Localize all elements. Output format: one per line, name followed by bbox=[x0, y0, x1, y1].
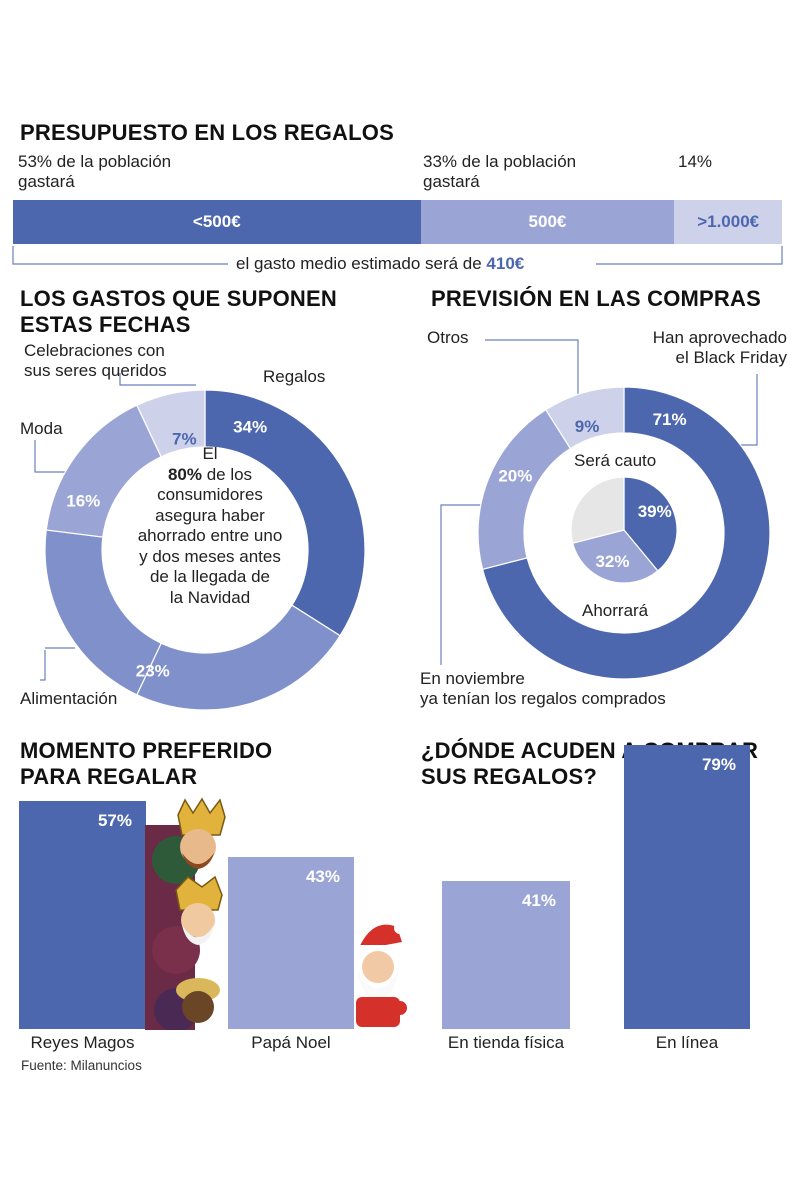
budget-bracket bbox=[12, 246, 783, 265]
source-note: Fuente: Milanuncios bbox=[21, 1058, 142, 1073]
spending-label-1: 34% bbox=[233, 417, 267, 436]
budget-pop1-label: 53% de la población gastará bbox=[18, 152, 172, 191]
spending-label-moda: Moda bbox=[20, 419, 63, 438]
budget-segment-3: >1.000€ bbox=[674, 200, 782, 244]
forecast-inner-label-1: 39% bbox=[638, 502, 672, 521]
where-value-2: 79% bbox=[701, 754, 736, 774]
moment-title: MOMENTO PREFERIDO PARA REGALAR bbox=[20, 738, 273, 789]
moment-value-1: 57% bbox=[97, 811, 132, 830]
where-bar-2 bbox=[624, 744, 750, 1029]
moment-category-1: Reyes Magos bbox=[30, 1033, 135, 1052]
spending-label-alimentacion: Alimentación bbox=[20, 689, 118, 708]
forecast-inner-slice-3 bbox=[570, 476, 625, 544]
spending-donut-chart: 34% 23% 16% 7% bbox=[34, 373, 366, 711]
spending-label-4: 16% bbox=[66, 491, 100, 510]
where-category-1: En tienda física bbox=[447, 1033, 565, 1052]
spending-title: LOS GASTOS QUE SUPONEN ESTAS FECHAS bbox=[20, 286, 337, 337]
three-kings-illustration bbox=[145, 797, 226, 1030]
budget-segment-1: <500€ bbox=[13, 200, 421, 244]
spending-center-pct: 80% bbox=[167, 464, 202, 484]
budget-title: PRESUPUESTO EN LOS REGALOS bbox=[20, 120, 394, 145]
moment-bar-2 bbox=[228, 857, 354, 1029]
budget-pop2-label: 33% de la población gastará bbox=[423, 152, 577, 191]
forecast-slice-2 bbox=[477, 408, 572, 571]
spending-label-2: 23% bbox=[136, 662, 170, 681]
where-value-1: 41% bbox=[521, 891, 556, 911]
forecast-inner-slice-2 bbox=[571, 529, 659, 584]
forecast-label-noviembre: En noviembre ya tenían los regalos compr… bbox=[420, 669, 666, 708]
spending-center-before: El bbox=[202, 444, 218, 463]
budget-pop3-label: 14% bbox=[678, 152, 713, 171]
forecast-slice-1 bbox=[481, 386, 771, 680]
forecast-inner-label-2: 32% bbox=[595, 552, 629, 571]
budget-segment-2: 500€ bbox=[420, 200, 675, 244]
spending-label-regalos: Regalos bbox=[263, 367, 326, 386]
forecast-label-ahorrara: Ahorrará bbox=[582, 601, 649, 620]
spending-slice-2 bbox=[136, 604, 341, 711]
forecast-label-1: 71% bbox=[653, 410, 687, 429]
forecast-label-otros: Otros bbox=[427, 328, 469, 347]
budget-average-value: 410€ bbox=[486, 254, 525, 273]
budget-average-text: el gasto medio estimado será de 410€ bbox=[236, 254, 524, 274]
moment-category-2: Papá Noel bbox=[251, 1033, 331, 1052]
forecast-label-3: 9% bbox=[575, 417, 600, 436]
spending-center-text: El 80% de los consumidores asegura haber… bbox=[110, 444, 310, 608]
moment-bar-1 bbox=[19, 801, 146, 1029]
spending-label-5: 7% bbox=[172, 429, 197, 448]
spending-slice-5 bbox=[136, 389, 206, 458]
santa-claus-illustration bbox=[356, 922, 407, 1027]
forecast-label-black-friday: Han aprovechado el Black Friday bbox=[652, 328, 787, 367]
spending-slice-1 bbox=[204, 389, 366, 637]
forecast-inner-slice-1 bbox=[623, 476, 678, 572]
spending-center-after: de los consumidores asegura haber ahorra… bbox=[137, 464, 283, 607]
where-bar-1 bbox=[442, 881, 570, 1029]
forecast-slice-3 bbox=[544, 386, 625, 450]
moment-value-2: 43% bbox=[305, 867, 340, 886]
forecast-label-cauto: Será cauto bbox=[574, 451, 657, 470]
budget-average-prefix: el gasto medio estimado será de bbox=[236, 254, 487, 273]
where-category-2: En línea bbox=[655, 1033, 719, 1052]
forecast-label-2: 20% bbox=[498, 466, 532, 485]
spending-label-celebraciones: Celebraciones con sus seres queridos bbox=[24, 341, 167, 380]
forecast-title: PREVISIÓN EN LAS COMPRAS bbox=[431, 286, 761, 311]
forecast-donut-chart: 39% 32% 71% 20% 9% bbox=[440, 339, 771, 680]
